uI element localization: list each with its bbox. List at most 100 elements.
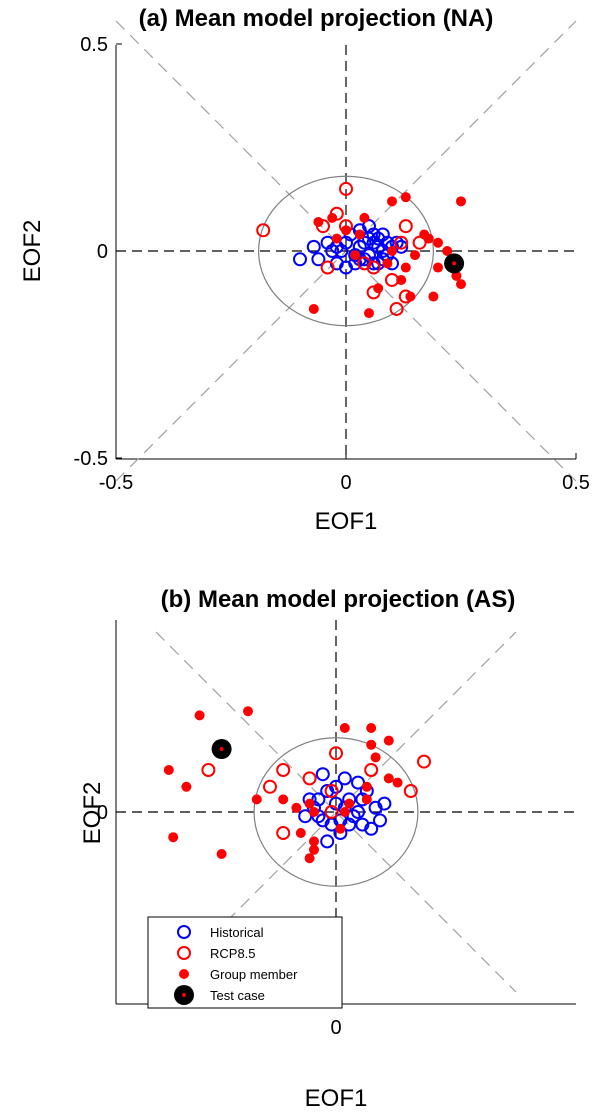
panel-b-point	[291, 802, 302, 813]
legend-item: Test case	[174, 985, 265, 1005]
panel-b-point	[194, 710, 205, 721]
panel-b-point	[392, 777, 403, 788]
panel-b-point	[373, 813, 387, 828]
panel-b-point	[361, 794, 372, 805]
panel-b-point	[364, 763, 379, 777]
panel-b: (b) Mean model projection (AS) 0 0 EOF1 E…	[79, 586, 576, 1112]
panel-b-point-dot	[304, 798, 315, 809]
panel-a-point-dot	[400, 192, 411, 203]
panel-b-point-ring	[373, 813, 387, 828]
legend-item: Group member	[179, 967, 298, 982]
panel-b-point-ring	[315, 813, 330, 828]
panel-b-point	[383, 735, 394, 746]
legend-marker	[177, 946, 191, 960]
panel-a-point-dot	[433, 237, 443, 248]
panel-a-point	[331, 233, 342, 244]
panel-a-point	[311, 252, 326, 267]
panel-b-point-ring	[315, 767, 330, 782]
panel-b-point-dot	[163, 765, 174, 775]
panel-b-x-tick-label: 0	[330, 1017, 341, 1039]
panel-a-point	[394, 239, 409, 254]
legend-label: Historical	[210, 925, 264, 940]
panel-a-point	[375, 227, 390, 242]
panel-b-point	[211, 739, 232, 759]
panel-b-point-dot	[361, 794, 372, 805]
panel-b-point	[344, 798, 355, 809]
panel-a-point-ring	[306, 239, 321, 254]
panel-a-x-tick-label: -0.5	[99, 472, 133, 494]
panel-a-point	[389, 301, 404, 316]
panel-a-point	[327, 212, 338, 223]
panel-b-point-ring	[263, 779, 277, 794]
panel-b-point	[339, 723, 350, 733]
panel-a-point-ring	[325, 244, 340, 258]
panel-a-point	[313, 217, 324, 228]
panel-a-reference-circle	[258, 175, 435, 327]
panel-b-point	[339, 807, 350, 817]
panel-a-point-dot	[331, 233, 342, 244]
panel-b-point-dot	[309, 807, 319, 817]
panel-a-point-ring	[389, 301, 404, 316]
panel-a-point-ring	[394, 235, 409, 250]
panel-b-point	[309, 807, 319, 817]
panel-a-point-dot	[442, 246, 453, 256]
legend-label: Test case	[210, 988, 265, 1003]
panel-a-point	[366, 235, 381, 250]
panel-a-point-dot	[423, 233, 434, 244]
panel-a-point	[382, 258, 393, 269]
panel-a-point-ring	[293, 252, 307, 267]
panel-b-point-dot	[278, 794, 289, 805]
panel-a-point-ring	[412, 235, 427, 250]
panel-b-point	[337, 771, 352, 786]
panel-a-point	[398, 219, 413, 234]
panel-b-point-ring	[329, 779, 343, 794]
panel-a-y-axis-label: EOF2	[19, 220, 46, 283]
legend-marker	[174, 985, 194, 1005]
panel-b-diagonal-1	[155, 631, 517, 993]
panel-a-point	[364, 308, 374, 319]
panel-a-point	[400, 192, 411, 203]
panel-a-point-dot	[400, 262, 411, 273]
panel-b-point	[346, 809, 361, 824]
panel-a-x-tick-label: 0	[340, 472, 351, 494]
panel-a-point	[362, 219, 376, 234]
panel-a-point-ring	[339, 181, 353, 196]
panel-b-point	[276, 826, 291, 840]
panel-b-point	[263, 779, 277, 794]
panel-b-point	[295, 828, 306, 838]
panel-a-point	[357, 235, 372, 250]
panel-a-point-ring	[398, 219, 413, 234]
panel-a-point	[339, 181, 353, 196]
panel-a-point	[412, 235, 427, 250]
panel-a-point-ring	[394, 239, 409, 254]
panel-b-point-ring	[302, 771, 317, 786]
panel-b-point	[309, 844, 319, 855]
legend-marker-center	[182, 993, 186, 997]
panel-b-point-dot	[181, 781, 192, 792]
panel-b-y-tick-label: 0	[97, 802, 108, 824]
panel-b-point-dot	[392, 777, 403, 788]
panel-b-point-dot	[216, 849, 227, 859]
legend-item: RCP8.5	[177, 946, 256, 961]
panel-b-point-ring	[329, 746, 343, 761]
panel-b-point-ring	[377, 796, 392, 811]
panel-b-point	[309, 836, 319, 847]
panel-a-point-ring	[256, 223, 271, 238]
panel-b-point	[403, 784, 418, 798]
panel-b-point-ring	[276, 763, 291, 777]
panel-b-point	[361, 781, 372, 792]
panel-b-point-ring	[417, 754, 431, 769]
panel-a-point-dot	[410, 250, 420, 261]
panel-b-point	[329, 746, 343, 761]
panel-b-point-ring	[364, 763, 379, 777]
panel-a-point-dot	[354, 229, 365, 240]
panel-b-point-dot	[383, 773, 394, 784]
panel-b-point	[276, 763, 291, 777]
panel-b-point	[355, 817, 370, 832]
panel-a-point	[394, 235, 409, 250]
panel-a-point	[293, 252, 307, 267]
panel-b-point	[370, 752, 381, 763]
panel-a-point	[410, 250, 420, 261]
panel-a-point-dot	[382, 258, 393, 269]
panel-a-plot-area: -0.5 0 0.5 -0.5 0 0.5	[74, 20, 590, 494]
